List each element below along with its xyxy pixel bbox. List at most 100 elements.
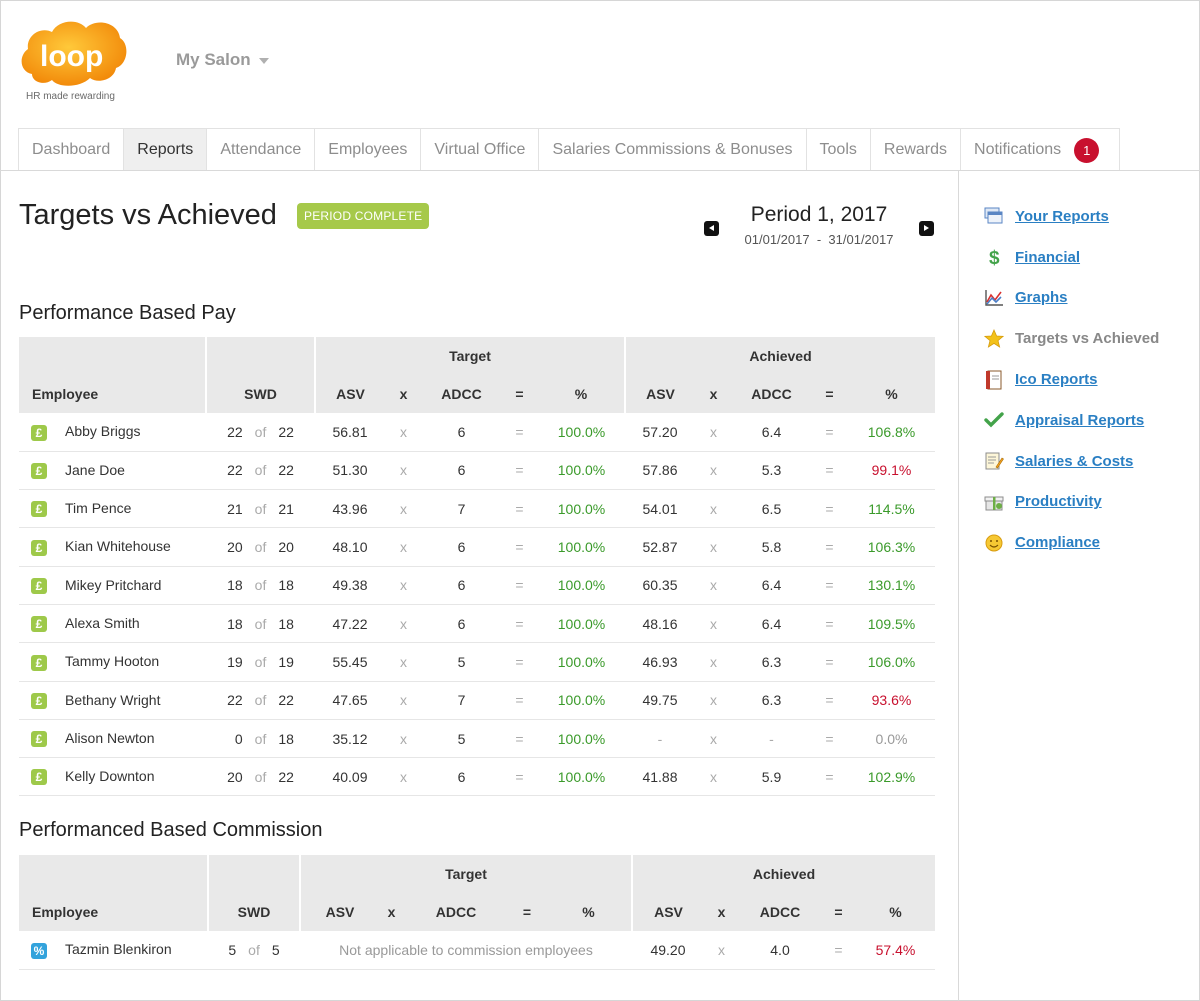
sidebar-item-financial[interactable]: $ Financial — [984, 237, 1184, 278]
table-row[interactable]: £ Bethany Wright 22 of 22 47.65 x 7 = 100.0% 49.75… — [19, 681, 935, 720]
header-target-asv[interactable]: ASV — [299, 893, 379, 931]
employee-name[interactable]: Bethany Wright — [65, 691, 161, 708]
tab-employees[interactable]: Employees — [314, 128, 422, 171]
table-row[interactable]: £ Alexa Smith 18 of 18 47.22 x 6 = 100.0% 48.16 x 6.… — [19, 604, 935, 644]
sidebar-item-ico-reports[interactable]: Ico Reports — [984, 359, 1184, 400]
employee-name[interactable]: Abby Briggs — [65, 423, 141, 440]
multiply-sign: x — [695, 757, 732, 797]
sidebar-link[interactable]: Productivity — [1015, 493, 1102, 511]
loop-logo[interactable]: loop HR made rewarding — [18, 16, 130, 104]
table-row[interactable]: £ Alison Newton 0 of 18 35.12 x 5 = 100.0% - x - = 0.0… — [19, 719, 935, 759]
target-pct: 100.0% — [538, 604, 625, 644]
achieved-asv: 48.16 — [625, 604, 695, 644]
target-pct: 100.0% — [538, 451, 625, 491]
tab-label: Attendance — [220, 141, 302, 158]
salon-selector[interactable]: My Salon — [176, 50, 269, 70]
employee-name[interactable]: Tim Pence — [65, 500, 132, 517]
header-swd[interactable]: SWD — [205, 375, 315, 413]
tab-attendance[interactable]: Attendance — [206, 128, 316, 171]
header-achieved-asv[interactable]: ASV — [624, 375, 695, 413]
target-asv: 43.96 — [315, 489, 385, 529]
table-row[interactable]: £ Jane Doe 22 of 22 51.30 x 6 = 100.0% 57.86 x 5.3 = 9… — [19, 451, 935, 491]
sidebar-item-salaries-costs[interactable]: Salaries & Costs — [984, 441, 1184, 482]
pay-type-icon: £ — [31, 539, 47, 556]
table-row[interactable]: £ Kian Whitehouse 20 of 20 48.10 x 6 = 100.0% 52.8… — [19, 527, 935, 567]
header-target-adcc[interactable]: ADCC — [404, 893, 508, 931]
sidebar-link[interactable]: Appraisal Reports — [1015, 411, 1145, 429]
tab-salaries-commissions-bonuses[interactable]: Salaries Commissions & Bonuses — [538, 128, 807, 171]
table-row[interactable]: £ Abby Briggs 22 of 22 56.81 x 6 = 100.0% 57.20 x 6.… — [19, 413, 935, 452]
header-employee[interactable]: Employee — [19, 893, 208, 931]
header-target-pct[interactable]: % — [538, 375, 625, 413]
header-blank — [19, 337, 206, 375]
swd-value: 22 — [227, 423, 243, 440]
period-separator: - — [816, 232, 822, 247]
target-adcc: 5 — [422, 719, 501, 759]
table-row[interactable]: £ Tammy Hooton 19 of 19 55.45 x 5 = 100.0% 46.93 x 6… — [19, 642, 935, 682]
sidebar-link[interactable]: Your Reports — [1015, 207, 1109, 225]
header-achieved-pct[interactable]: % — [848, 375, 935, 413]
table-row[interactable]: £ Tim Pence 21 of 21 43.96 x 7 = 100.0% 54.01 x 6.5 =… — [19, 489, 935, 529]
sidebar-item-your-reports[interactable]: Your Reports — [984, 196, 1184, 237]
tab-notifications[interactable]: Notifications 1 — [960, 128, 1121, 171]
employee-cell: £ Kelly Downton — [19, 757, 206, 797]
multiply-sign: x — [385, 719, 422, 759]
tab-reports[interactable]: Reports — [123, 128, 208, 171]
header-achieved-adcc[interactable]: ADCC — [739, 893, 821, 931]
sidebar-item-productivity[interactable]: Productivity — [984, 482, 1184, 523]
employee-name[interactable]: Kelly Downton — [65, 768, 155, 785]
tab-virtual-office[interactable]: Virtual Office — [420, 128, 540, 171]
table-row[interactable]: % Tazmin Blenkiron 5 of 5 Not applicable to c… — [19, 931, 935, 970]
achieved-pct: 57.4% — [856, 931, 935, 970]
sidebar-link[interactable]: Ico Reports — [1015, 371, 1098, 389]
employee-name[interactable]: Jane Doe — [65, 461, 125, 478]
previous-period-button[interactable] — [704, 221, 719, 236]
equals-sign: = — [811, 489, 848, 529]
header-target-asv[interactable]: ASV — [314, 375, 385, 413]
employee-cell: £ Bethany Wright — [19, 681, 206, 720]
sidebar-link[interactable]: Financial — [1015, 248, 1081, 266]
sidebar-item-appraisal-reports[interactable]: Appraisal Reports — [984, 400, 1184, 441]
header-swd[interactable]: SWD — [207, 893, 300, 931]
swd-total: 18 — [278, 730, 294, 747]
next-period-button[interactable] — [919, 221, 934, 236]
tab-label: Tools — [819, 141, 857, 158]
sidebar-link[interactable]: Salaries & Costs — [1015, 452, 1134, 470]
sidebar-item-graphs[interactable]: Graphs — [984, 278, 1184, 319]
header-achieved-asv[interactable]: ASV — [631, 893, 704, 931]
sidebar-link[interactable]: Compliance — [1015, 534, 1101, 552]
multiply-sign: x — [704, 931, 739, 970]
table-row[interactable]: £ Kelly Downton 20 of 22 40.09 x 6 = 100.0% 41.88 x… — [19, 757, 935, 797]
employee-name[interactable]: Alexa Smith — [65, 614, 140, 631]
employee-name[interactable]: Mikey Pritchard — [65, 576, 162, 593]
tab-label: Notifications — [974, 141, 1062, 158]
swd-value: 5 — [228, 941, 237, 958]
multiply-sign: x — [695, 451, 732, 491]
header-achieved-pct[interactable]: % — [856, 893, 935, 931]
sidebar-link[interactable]: Graphs — [1015, 289, 1068, 307]
tab-rewards[interactable]: Rewards — [869, 128, 962, 171]
header-employee[interactable]: Employee — [19, 375, 206, 413]
swd-cell: 0 of 18 — [206, 719, 315, 759]
achieved-pct: 0.0% — [848, 719, 935, 759]
tab-tools[interactable]: Tools — [805, 128, 871, 171]
employee-name[interactable]: Alison Newton — [65, 729, 155, 746]
header-target-pct[interactable]: % — [546, 893, 632, 931]
employee-name[interactable]: Tammy Hooton — [65, 653, 160, 670]
equals-sign: = — [501, 489, 538, 529]
sidebar-item-targets-vs-achieved[interactable]: Targets vs Achieved — [984, 318, 1184, 359]
swd-value: 22 — [227, 462, 243, 479]
target-pct: 100.0% — [538, 719, 625, 759]
header-achieved-adcc[interactable]: ADCC — [732, 375, 811, 413]
table-row[interactable]: £ Mikey Pritchard 18 of 18 49.38 x 6 = 100.0% 60.3… — [19, 566, 935, 605]
employee-name[interactable]: Kian Whitehouse — [65, 538, 171, 555]
tab-label: Rewards — [883, 141, 948, 158]
header-eq: = — [821, 893, 856, 931]
notification-badge: 1 — [1074, 137, 1100, 163]
equals-sign: = — [811, 681, 848, 720]
sidebar-item-compliance[interactable]: Compliance — [984, 522, 1184, 563]
period-start: 01/01/2017 — [744, 232, 810, 247]
tab-dashboard[interactable]: Dashboard — [18, 128, 125, 171]
header-target-adcc[interactable]: ADCC — [422, 375, 501, 413]
employee-name[interactable]: Tazmin Blenkiron — [65, 941, 172, 958]
